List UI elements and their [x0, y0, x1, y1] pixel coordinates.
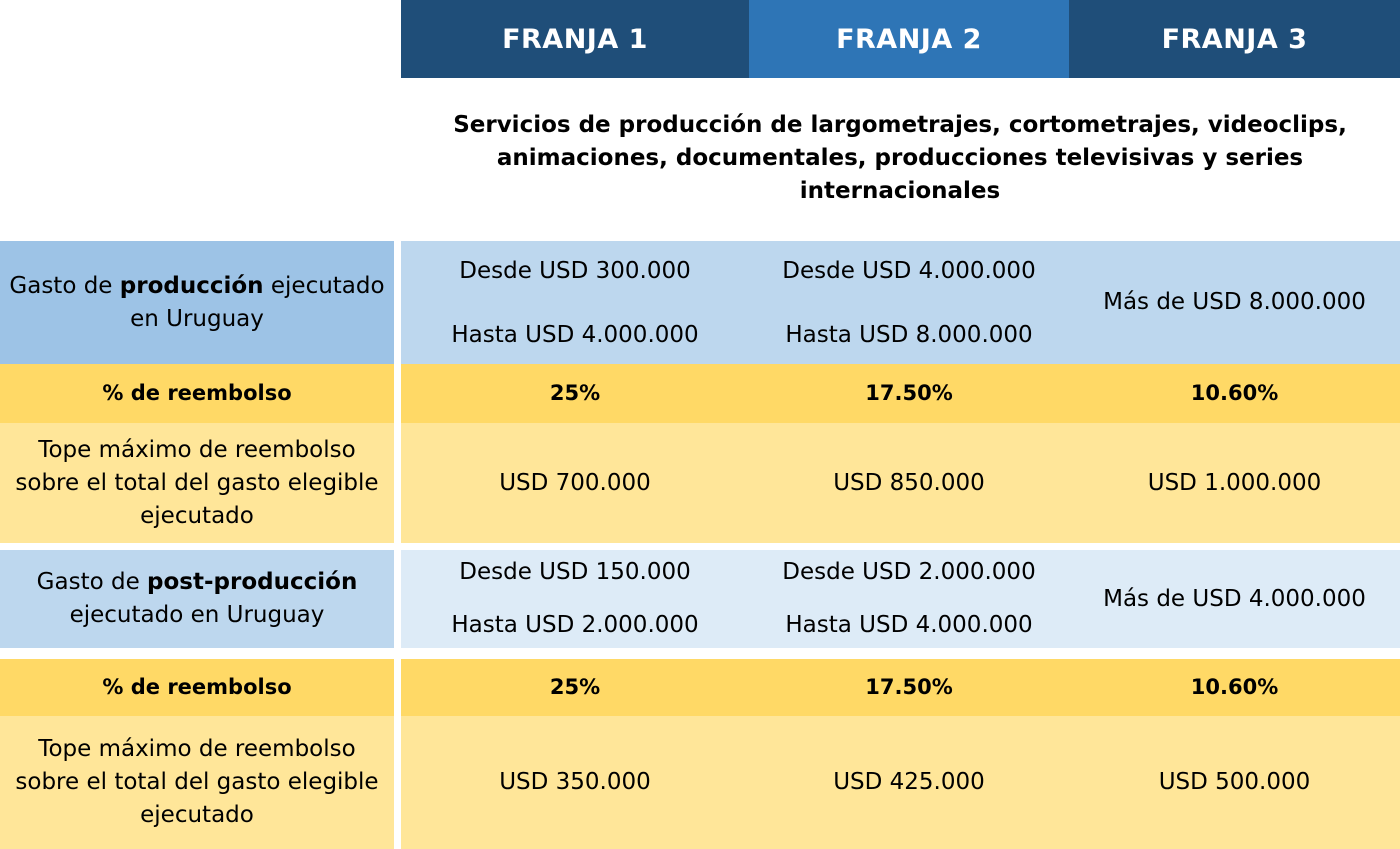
- production-cap-band: [401, 423, 1400, 543]
- postproduction-refund-band: [401, 659, 1400, 716]
- postproduction-tier-1-to: Hasta USD 2.000.000: [451, 612, 699, 638]
- production-cap-tier-1: USD 700.000: [499, 469, 651, 496]
- header-franja-3: FRANJA 3: [1069, 0, 1400, 78]
- postproduction-tier-2: Desde USD 2.000.000 Hasta USD 4.000.000: [749, 550, 1069, 648]
- postproduction-refund-label: % de reembolso: [0, 659, 394, 716]
- production-tier-2: Desde USD 4.000.000 Hasta USD 8.000.000: [749, 241, 1069, 364]
- production-tier-1-to: Hasta USD 4.000.000: [451, 322, 699, 348]
- postproduction-tier-3: Más de USD 4.000.000: [1103, 585, 1366, 612]
- production-refund-tier-1: 25%: [549, 381, 601, 405]
- production-refund-label: % de reembolso: [0, 364, 394, 423]
- header-franja-1: FRANJA 1: [401, 0, 749, 78]
- postproduction-cap-tier-3: USD 500.000: [1158, 769, 1311, 795]
- production-refund-tier-3: 10.60%: [1190, 381, 1279, 405]
- header-franja-2: FRANJA 2: [749, 0, 1069, 78]
- postproduction-cap-label: Tope máximo de reembolso sobre el total …: [0, 716, 394, 849]
- postproduction-refund-tier-1: 25%: [549, 675, 601, 699]
- postproduction-cap-tier-2: USD 425.000: [833, 769, 985, 795]
- production-spend-label: Gasto de producción ejecutado en Uruguay: [0, 241, 394, 364]
- postproduction-tier-2-to: Hasta USD 4.000.000: [785, 612, 1033, 638]
- postproduction-refund-tier-3: 10.60%: [1190, 675, 1279, 699]
- production-tier-3: Más de USD 8.000.000: [1103, 289, 1366, 315]
- postproduction-band-bg: [401, 550, 1400, 648]
- production-refund-tier-2: 17.50%: [865, 381, 953, 405]
- production-tier-1: Desde USD 300.000 Hasta USD 4.000.000: [401, 241, 749, 364]
- production-cap-tier-2: USD 850.000: [833, 469, 985, 496]
- postproduction-cap-tier-1: USD 350.000: [499, 769, 651, 795]
- production-refund-band: [401, 364, 1400, 423]
- production-tier-2-to: Hasta USD 8.000.000: [785, 322, 1033, 348]
- services-subtitle: Servicios de producción de largometrajes…: [453, 111, 1347, 204]
- postproduction-spend-label: Gasto de post-producción ejecutado en Ur…: [0, 550, 394, 648]
- postproduction-tier-1: Desde USD 150.000 Hasta USD 2.000.000: [401, 550, 749, 648]
- postproduction-cap-band: [401, 716, 1400, 849]
- production-cap-tier-3: USD 1.000.000: [1147, 469, 1322, 496]
- postproduction-refund-tier-2: 17.50%: [865, 675, 953, 699]
- postproduction-tier-1-from: Desde USD 150.000: [459, 559, 691, 585]
- production-band-bg: [401, 241, 1400, 364]
- postproduction-tier-2-from: Desde USD 2.000.000: [782, 559, 1036, 585]
- production-tier-1-from: Desde USD 300.000: [459, 258, 691, 284]
- production-tier-2-from: Desde USD 4.000.000: [782, 258, 1036, 284]
- production-cap-label: Tope máximo de reembolso sobre el total …: [0, 423, 394, 543]
